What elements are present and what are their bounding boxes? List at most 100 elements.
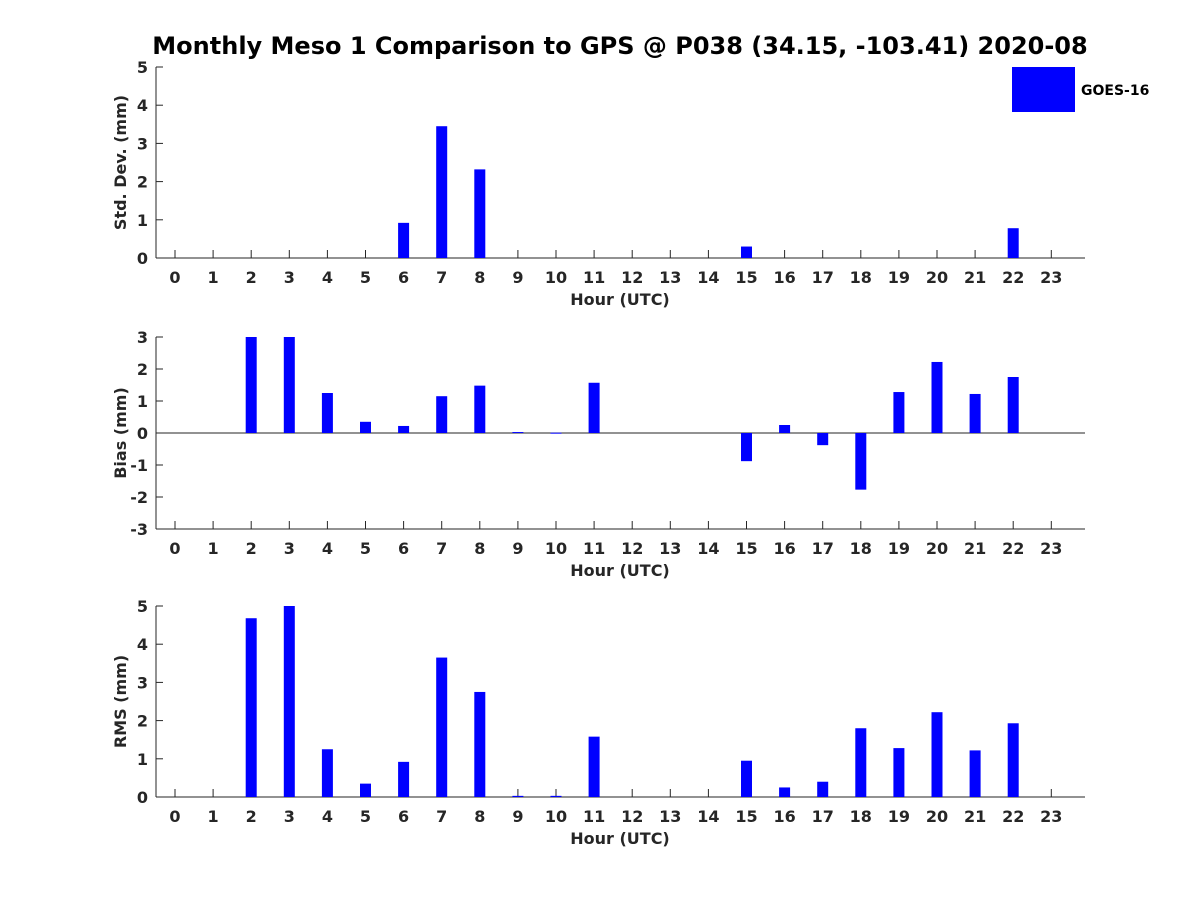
x-tick-label: 21 — [964, 268, 986, 287]
x-tick-label: 12 — [621, 268, 643, 287]
x-tick-label: 13 — [659, 268, 681, 287]
legend: GOES-16 — [1012, 67, 1149, 112]
x-tick-label: 16 — [773, 807, 795, 826]
bar-rms-hour-7 — [436, 657, 448, 797]
bar-bias-hour-9 — [512, 432, 524, 434]
bar-bias-hour-22 — [1007, 377, 1019, 433]
bar-rms-hour-10 — [550, 795, 562, 797]
x-tick-label: 17 — [812, 807, 834, 826]
x-tick-label: 21 — [964, 807, 986, 826]
y-tick-label: 3 — [137, 134, 148, 153]
x-tick-label: 6 — [398, 268, 409, 287]
x-tick-label: 1 — [208, 539, 219, 558]
x-tick-label: 5 — [360, 268, 371, 287]
x-axis-label: Hour (UTC) — [570, 829, 670, 848]
x-tick-label: 21 — [964, 539, 986, 558]
bar-bias-hour-2 — [245, 337, 257, 433]
x-tick-label: 15 — [735, 268, 757, 287]
bar-bias-hour-18 — [855, 433, 867, 490]
x-tick-label: 2 — [246, 539, 257, 558]
bar-bias-hour-5 — [360, 421, 371, 433]
bar-bias-hour-10 — [550, 432, 562, 434]
x-tick-label: 23 — [1040, 539, 1062, 558]
x-tick-label: 9 — [512, 268, 523, 287]
y-tick-label: -2 — [130, 488, 148, 507]
bar-bias-hour-15 — [741, 433, 752, 462]
x-tick-label: 17 — [812, 268, 834, 287]
x-tick-label: 5 — [360, 807, 371, 826]
bar-rms-hour-4 — [321, 749, 333, 797]
bar-bias-hour-3 — [283, 337, 295, 433]
x-tick-label: 14 — [697, 539, 719, 558]
x-tick-label: 7 — [436, 268, 447, 287]
x-tick-label: 20 — [926, 807, 948, 826]
bar-std-dev-hour-8 — [474, 169, 486, 258]
bar-rms-hour-17 — [817, 781, 829, 797]
y-tick-label: 1 — [137, 750, 148, 769]
x-tick-label: 14 — [697, 807, 719, 826]
y-axis-label: RMS (mm) — [111, 655, 130, 748]
x-tick-label: 23 — [1040, 807, 1062, 826]
x-tick-label: 18 — [850, 807, 872, 826]
x-tick-label: 12 — [621, 539, 643, 558]
bar-std-dev-hour-15 — [741, 246, 752, 258]
x-tick-label: 12 — [621, 807, 643, 826]
bar-rms-hour-22 — [1007, 723, 1019, 797]
y-tick-label: 4 — [137, 635, 148, 654]
x-tick-label: 8 — [474, 539, 485, 558]
bar-std-dev-hour-6 — [398, 222, 410, 258]
x-tick-label: 7 — [436, 539, 447, 558]
y-tick-label: 0 — [137, 788, 148, 807]
y-tick-label: 0 — [137, 249, 148, 268]
x-tick-label: 5 — [360, 539, 371, 558]
x-tick-label: 0 — [169, 268, 180, 287]
x-tick-label: 19 — [888, 268, 910, 287]
x-tick-label: 4 — [322, 268, 333, 287]
x-tick-label: 22 — [1002, 539, 1024, 558]
x-tick-label: 11 — [583, 268, 605, 287]
x-tick-label: 6 — [398, 539, 409, 558]
x-tick-label: 22 — [1002, 807, 1024, 826]
bar-bias-hour-20 — [931, 361, 943, 433]
y-tick-label: -3 — [130, 520, 148, 539]
y-tick-label: 2 — [137, 360, 148, 379]
x-tick-label: 20 — [926, 539, 948, 558]
legend-swatch — [1012, 67, 1075, 112]
x-tick-label: 11 — [583, 539, 605, 558]
y-tick-label: -1 — [130, 456, 148, 475]
bar-rms-hour-20 — [931, 712, 943, 797]
bar-rms-hour-18 — [855, 728, 867, 797]
bar-rms-hour-5 — [360, 783, 371, 797]
x-tick-label: 22 — [1002, 268, 1024, 287]
y-tick-label: 4 — [137, 96, 148, 115]
x-tick-label: 18 — [850, 539, 872, 558]
x-tick-label: 17 — [812, 539, 834, 558]
y-tick-label: 2 — [137, 173, 148, 192]
x-tick-label: 15 — [735, 807, 757, 826]
bar-bias-hour-8 — [474, 385, 486, 433]
x-tick-label: 23 — [1040, 268, 1062, 287]
bar-std-dev-hour-7 — [436, 126, 448, 259]
y-tick-label: 2 — [137, 712, 148, 731]
x-tick-label: 15 — [735, 539, 757, 558]
bar-rms-hour-9 — [512, 795, 524, 797]
y-tick-label: 5 — [137, 58, 148, 77]
bar-rms-hour-2 — [245, 618, 257, 797]
x-tick-label: 3 — [284, 268, 295, 287]
bar-rms-hour-3 — [283, 606, 295, 797]
x-tick-label: 13 — [659, 539, 681, 558]
y-tick-label: 5 — [137, 597, 148, 616]
y-axis-label: Bias (mm) — [111, 387, 130, 479]
y-tick-label: 3 — [137, 673, 148, 692]
bar-rms-hour-11 — [588, 736, 600, 797]
x-tick-label: 9 — [512, 807, 523, 826]
bar-bias-hour-7 — [436, 396, 448, 433]
x-tick-label: 19 — [888, 807, 910, 826]
legend-label: GOES-16 — [1081, 83, 1149, 99]
bar-bias-hour-21 — [969, 393, 981, 433]
y-tick-label: 1 — [137, 211, 148, 230]
y-tick-label: 3 — [137, 328, 148, 347]
x-tick-label: 8 — [474, 807, 485, 826]
